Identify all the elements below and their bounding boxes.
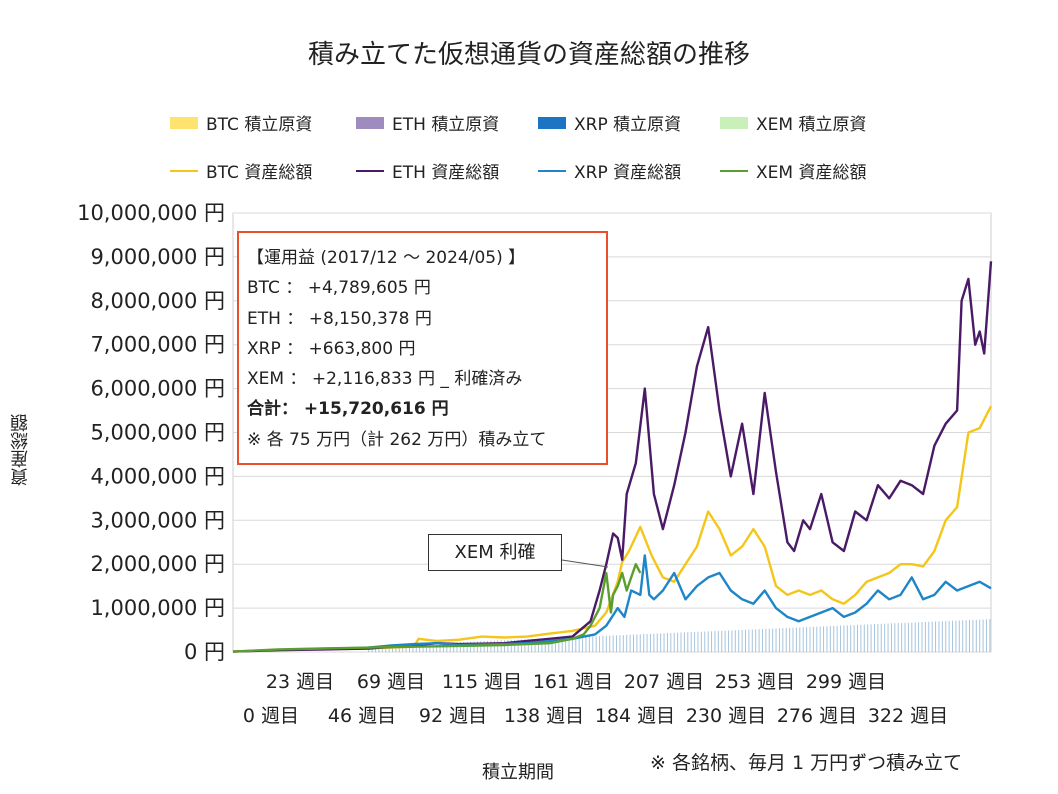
x-tick-label: 253 週目: [715, 671, 795, 693]
legend-xrp-principal: XRP 積立原資: [538, 110, 681, 135]
x-tick-label: 46 週目: [328, 705, 396, 727]
x-tick-label: 184 週目: [595, 705, 675, 727]
footnote: ※ 各銘柄、毎月 1 万円ずつ積み立て: [650, 752, 963, 774]
x-tick-label: 207 週目: [624, 671, 704, 693]
x-tick-label: 230 週目: [686, 705, 766, 727]
y-axis-label: 資産総額: [10, 414, 31, 486]
callout-pointer: [561, 559, 609, 568]
x-tick-label: 115 週目: [442, 671, 522, 693]
legend-label: ETH 資産総額: [392, 163, 500, 183]
legend-xem-principal: XEM 積立原資: [720, 110, 866, 135]
legend-label: XRP 資産総額: [574, 163, 682, 183]
legend-swatch: [356, 169, 384, 172]
legend-label: XEM 資産総額: [756, 163, 867, 183]
series-line-xem: [232, 563, 642, 653]
legend-label: XRP 積立原資: [574, 115, 682, 135]
x-tick-label: 161 週目: [533, 671, 613, 693]
x-tick-label: 138 週目: [504, 705, 584, 727]
legend-btc-principal: BTC 積立原資: [170, 110, 312, 135]
legend-swatch: [720, 116, 748, 129]
legend-label: XEM 積立原資: [756, 115, 867, 135]
legend-eth-principal: ETH 積立原資: [356, 110, 499, 135]
legend-label: ETH 積立原資: [392, 115, 500, 135]
series-line-xrp: [368, 554, 992, 649]
y-tick-label: 5,000,000 円: [90, 421, 225, 445]
y-tick-label: 3,000,000 円: [90, 508, 225, 532]
summary-xem: XEM ： +2,116,833 円 _ 利確済み: [247, 369, 523, 390]
summary-btc: BTC ： +4,789,605 円: [247, 278, 431, 299]
summary-eth: ETH ： +8,150,378 円: [247, 308, 432, 329]
x-tick-label: 276 週目: [777, 705, 857, 727]
legend-eth-total: ETH 資産総額: [356, 158, 499, 183]
x-tick-label: 0 週目: [243, 705, 299, 727]
chart-title: 積み立てた仮想通貨の資産総額の推移: [307, 40, 750, 70]
y-tick-label: 4,000,000 円: [90, 464, 225, 488]
xem-take-profit-callout: XEM 利確: [428, 534, 562, 571]
legend-swatch: [538, 169, 566, 172]
x-tick-label: 92 週目: [419, 705, 487, 727]
legend-xrp-total: XRP 資産総額: [538, 158, 681, 183]
x-tick-label: 322 週目: [868, 705, 948, 727]
summary-xrp: XRP ： +663,800 円: [247, 338, 416, 359]
y-tick-label: 9,000,000 円: [90, 245, 225, 269]
summary-note: ※ 各 75 万円（計 262 万円）積み立て: [247, 429, 547, 450]
x-tick-label: 69 週目: [357, 671, 425, 693]
summary-total: 合計： +15,720,616 円: [247, 399, 449, 420]
y-tick-label: 8,000,000 円: [90, 289, 225, 313]
y-tick-label: 6,000,000 円: [90, 377, 225, 401]
y-tick-label: 10,000,000 円: [77, 201, 225, 225]
legend-xem-total: XEM 資産総額: [720, 158, 866, 183]
legend-swatch: [170, 169, 198, 172]
y-tick-label: 1,000,000 円: [90, 596, 225, 620]
legend-btc-total: BTC 資産総額: [170, 158, 312, 183]
legend-swatch: [538, 116, 566, 129]
summary-heading: 【運用益 (2017/12 ～ 2024/05) 】: [247, 248, 526, 268]
y-tick-label: 2,000,000 円: [90, 552, 225, 576]
legend-swatch: [170, 116, 198, 129]
legend-label: BTC 資産総額: [206, 163, 313, 183]
legend-swatch: [356, 116, 384, 129]
y-tick-label: 7,000,000 円: [90, 333, 225, 357]
legend-label: BTC 積立原資: [206, 115, 313, 135]
x-axis-label: 積立期間: [482, 762, 554, 783]
x-tick-label: 23 週目: [266, 671, 334, 693]
x-tick-label: 299 週目: [806, 671, 886, 693]
y-tick-label: 0 円: [184, 640, 225, 664]
legend-swatch: [720, 169, 748, 172]
series-line-btc: [232, 405, 993, 653]
series-line-eth: [232, 261, 993, 653]
profit-summary-box: 【運用益 (2017/12 ～ 2024/05) 】 BTC ： +4,789,…: [237, 231, 608, 465]
